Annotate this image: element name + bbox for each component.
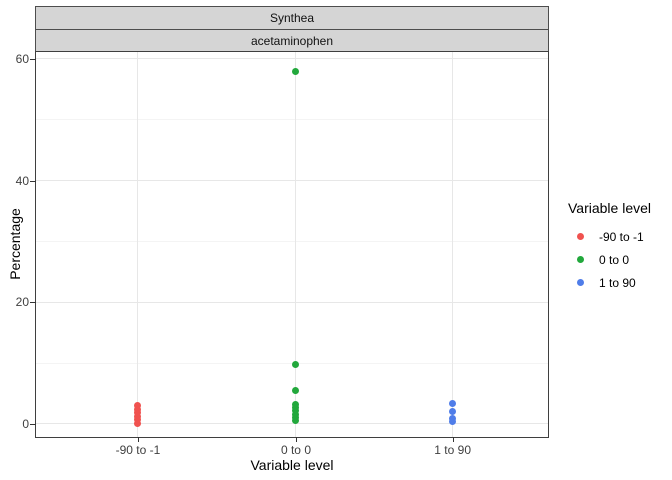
x-tick-mark (452, 437, 454, 442)
data-point (292, 387, 300, 395)
legend-item-label: -90 to -1 (599, 229, 644, 244)
legend-title: Variable level (568, 200, 652, 216)
data-point (449, 400, 457, 408)
x-axis-title: Variable level (250, 457, 334, 473)
x-tick-label: -90 to -1 (115, 443, 161, 457)
gridline-major-y (36, 423, 548, 425)
data-point (449, 407, 457, 415)
y-tick-label: 40 (15, 173, 29, 188)
facet-strip-dataset-label: Synthea (269, 11, 315, 25)
y-tick-mark (30, 302, 36, 304)
y-tick-mark (30, 180, 36, 182)
data-point (292, 417, 300, 425)
gridline-major-y (36, 301, 548, 303)
facet-strip-dataset: Synthea (35, 6, 549, 30)
data-point (134, 416, 142, 424)
gridline-minor-y (36, 362, 548, 364)
data-point (449, 417, 457, 425)
x-tick-label: 0 to 0 (280, 443, 311, 457)
gridline-minor-y (36, 240, 548, 242)
facet-strip-drug: acetaminophen (35, 29, 549, 52)
facet-strip-drug-label: acetaminophen (250, 33, 334, 48)
data-point (134, 412, 142, 420)
gridline-major-y (36, 180, 548, 182)
legend-item: 1 to 90 (566, 271, 651, 294)
data-point (292, 360, 300, 368)
legend-item: -90 to -1 (566, 225, 651, 248)
x-tick-label: 1 to 90 (434, 443, 471, 457)
y-tick-label: 0 (22, 416, 29, 431)
gridline-major-x (137, 52, 139, 437)
x-tick-mark (137, 437, 139, 442)
data-point (134, 402, 142, 410)
y-axis-title: Percentage (7, 208, 23, 280)
plot-panel (35, 51, 549, 438)
legend-item-label: 1 to 90 (599, 275, 636, 290)
gridline-major-x (295, 52, 297, 437)
gridline-major-x (452, 52, 454, 437)
legend-rows: -90 to -1 0 to 0 1 to 90 (566, 225, 651, 294)
legend-key-dot (577, 233, 584, 240)
y-tick-mark (30, 58, 36, 60)
data-point (134, 419, 142, 427)
y-tick-label: 20 (15, 295, 29, 310)
gridline-major-y (36, 58, 548, 60)
plot-panel-inner (36, 52, 548, 437)
data-point (134, 405, 142, 413)
legend-item-label: 0 to 0 (599, 252, 630, 267)
x-tick-mark (295, 437, 297, 442)
legend: Variable level -90 to -1 0 to 0 1 to 90 (566, 200, 651, 294)
legend-key-dot (577, 279, 584, 286)
legend-item: 0 to 0 (566, 248, 651, 271)
legend-key-dot (577, 256, 584, 263)
gridline-minor-y (36, 119, 548, 121)
y-tick-label: 60 (15, 51, 29, 66)
y-tick-mark (30, 423, 36, 425)
data-point (292, 67, 300, 75)
